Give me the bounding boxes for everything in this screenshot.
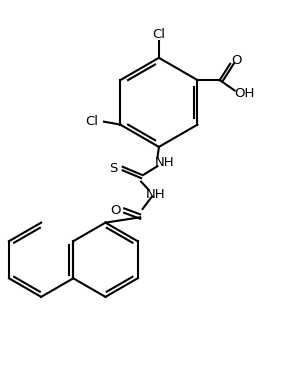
Text: O: O <box>231 54 242 67</box>
Text: Cl: Cl <box>152 28 165 40</box>
Text: Cl: Cl <box>85 114 99 128</box>
Text: O: O <box>110 204 121 217</box>
Text: NH: NH <box>146 188 166 201</box>
Text: NH: NH <box>155 156 175 169</box>
Text: OH: OH <box>234 87 254 100</box>
Text: S: S <box>109 162 117 175</box>
